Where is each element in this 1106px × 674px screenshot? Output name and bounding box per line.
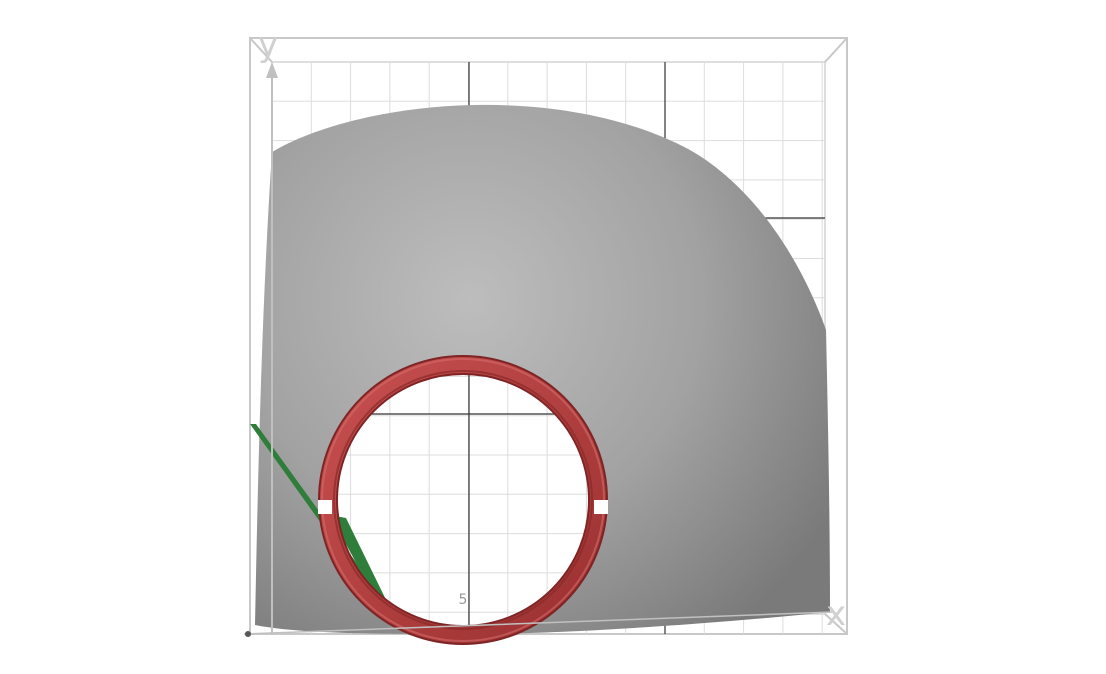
origin-point <box>245 631 251 637</box>
red-torus[interactable] <box>318 355 608 645</box>
y-axis <box>266 62 278 634</box>
x-axis <box>243 611 833 635</box>
green-plane-wedge <box>330 515 392 612</box>
x-tick-label: 5 <box>459 592 468 608</box>
y-axis-label: y <box>258 25 278 65</box>
x-axis-label: x <box>826 594 846 634</box>
